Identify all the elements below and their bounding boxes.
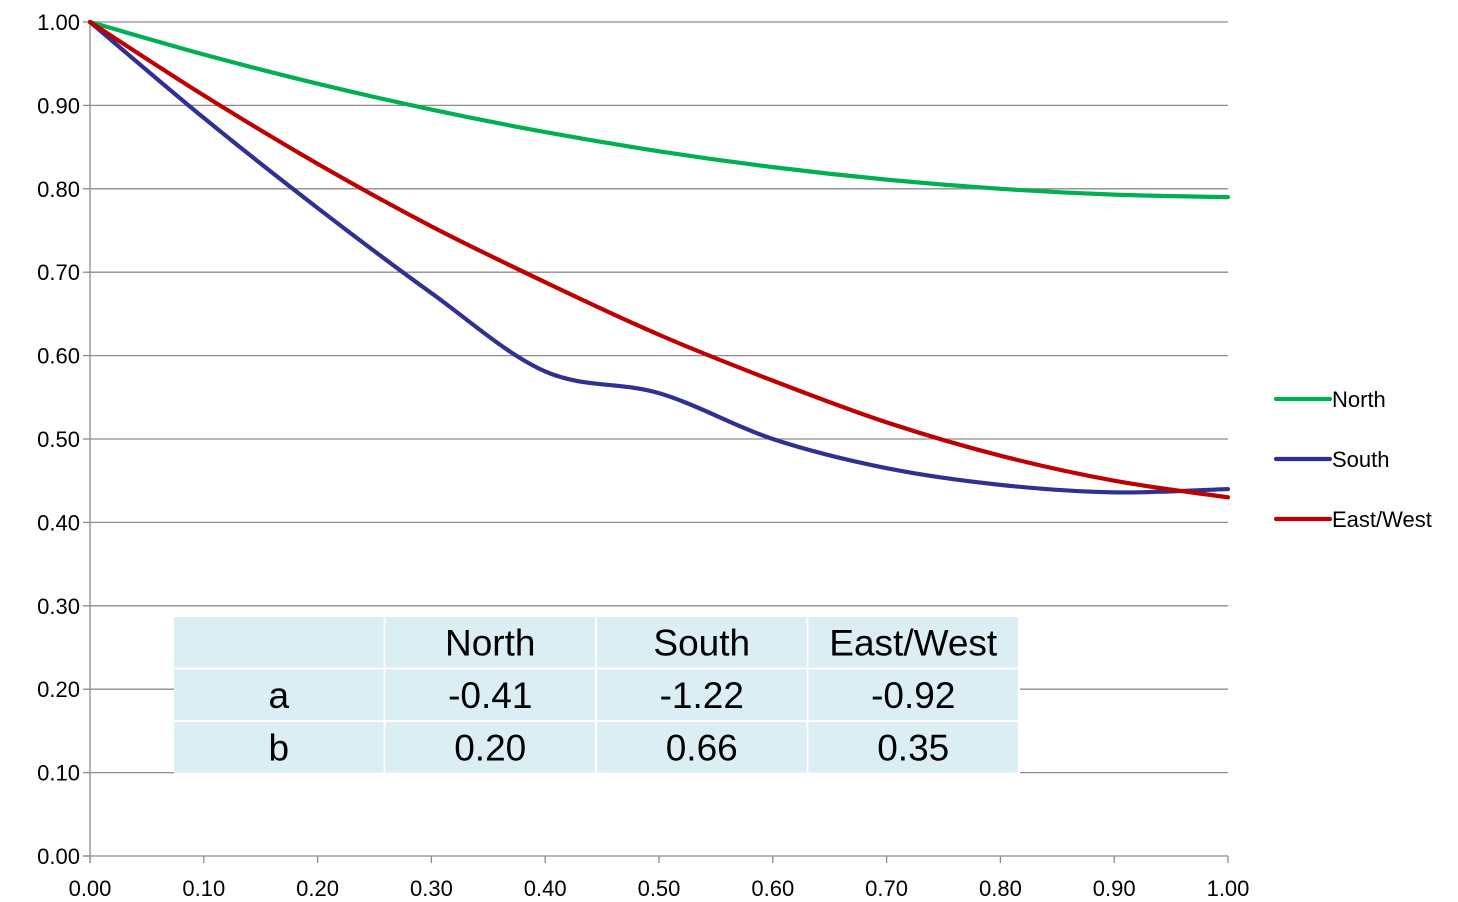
y-tick-label: 0.20 [37,677,80,702]
table-cell [385,722,595,773]
table-cell-text: -0.41 [448,675,532,716]
x-tick-label: 0.70 [865,876,908,901]
y-tick-label: 0.70 [37,260,80,285]
table-cell-text: -1.22 [660,675,744,716]
y-tick-label: 0.80 [37,177,80,202]
x-tick-label: 0.50 [638,876,681,901]
table-cell-text: 0.20 [454,727,526,768]
table-header-cell-text: East/West [829,622,998,663]
table-header-cell-text: South [653,622,750,663]
x-tick-label: 0.30 [410,876,453,901]
x-tick-label: 0.10 [182,876,225,901]
table-cell-text: 0.66 [666,727,738,768]
table-cell [597,617,807,668]
x-tick-label: 0.60 [751,876,794,901]
table-cell-text: a [268,675,289,716]
table-cell [808,617,1018,668]
coefficient-table: North South East/West a -0.41 -1.22 -0.92 b 0.20… [174,617,1020,775]
y-tick-label: 0.30 [37,594,80,619]
legend-label: East/West [1332,507,1432,532]
table-cell [808,722,1018,773]
table-cell [385,617,595,668]
legend-label: South [1332,447,1390,472]
table-cell [808,669,1018,720]
series-line-north [87,19,1231,200]
table-cell [174,722,384,773]
table-cell-text: 0.35 [877,727,949,768]
y-tick-label: 0.90 [37,93,80,118]
x-tick-label: 0.40 [524,876,567,901]
x-axis-tick-labels: 0.00 0.10 0.20 0.30 0.40 0.50 0.60 0.70 0.80 0.90… [69,876,1250,901]
y-tick-label: 0.40 [37,510,80,535]
y-tick-label: 1.00 [37,10,80,35]
x-tick-label: 0.90 [1093,876,1136,901]
y-tick-label: 0.60 [37,344,80,369]
legend-label: North [1332,387,1386,412]
table-header-cell-text: North [445,622,535,663]
table-cell [174,617,384,668]
series-lines [87,19,1231,500]
series-line-south [87,19,1231,495]
legend: North South East/West [1273,387,1432,532]
x-tick-label: 0.00 [69,876,112,901]
y-tick-label: 0.00 [37,844,80,869]
table-cell [597,669,807,720]
table-cell [597,722,807,773]
x-tick-label: 0.80 [979,876,1022,901]
y-axis-tick-labels: 0.00 0.10 0.20 0.30 0.40 0.50 0.60 0.70 0.80 0.90… [37,10,80,869]
table-cell-text: -0.92 [871,675,955,716]
table-cell [385,669,595,720]
series-line-east-west [87,19,1231,500]
y-tick-label: 0.10 [37,761,80,786]
y-tick-label: 0.50 [37,427,80,452]
table-cell-text: b [268,727,289,768]
x-tick-label: 0.20 [296,876,339,901]
x-tick-label: 1.00 [1207,876,1250,901]
table-cell [174,669,384,720]
